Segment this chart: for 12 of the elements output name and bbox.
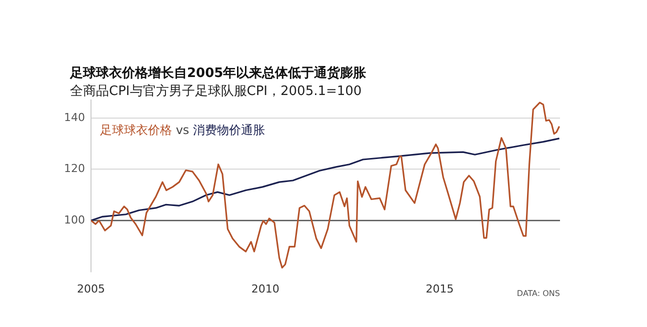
text: 消费物价通胀 [193, 123, 266, 137]
chart-title: 足球球衣价格增长自2005年以来总体低于通货膨胀 [70, 64, 366, 82]
y-tick-label: 100 [64, 213, 85, 226]
y-tick-label: 140 [64, 110, 85, 124]
annotation: vs [174, 123, 190, 137]
x-tick-label: 2015 [426, 282, 454, 296]
text: 足球球衣价格 [100, 123, 172, 137]
x-tick-label: 2010 [251, 282, 280, 296]
chart-subtitle: 全商品CPI与官方男子足球队服CPI，2005.1=100 [70, 83, 362, 100]
text: DATA: ONS [516, 289, 560, 298]
y-tick-label: 120 [64, 162, 85, 176]
x-tick-label: 2005 [76, 282, 105, 296]
